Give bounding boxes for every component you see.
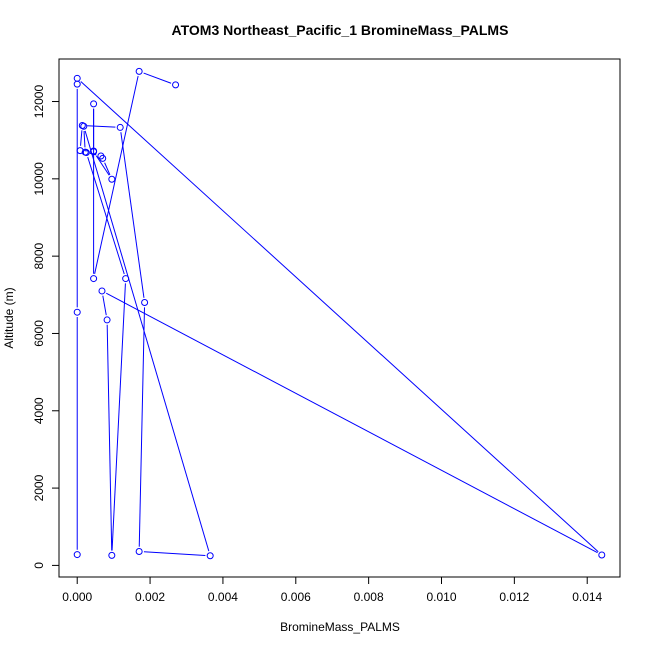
y-tick-label: 0 — [32, 562, 46, 569]
x-tick-label: 0.006 — [281, 590, 311, 604]
data-point — [135, 67, 143, 75]
data-point — [116, 123, 124, 131]
series-segment — [143, 551, 206, 556]
data-point — [90, 100, 98, 108]
x-axis: 0.000 0.002 0.004 0.006 0.008 0.010 0.012 0.014 — [62, 576, 603, 604]
series-segment — [94, 75, 139, 274]
series-segment — [143, 72, 172, 84]
x-tick-label: 0.004 — [208, 590, 238, 604]
data-point — [73, 80, 81, 88]
data-point — [206, 552, 214, 560]
x-tick-label: 0.008 — [354, 590, 384, 604]
x-axis-label: BromineMass_PALMS — [280, 620, 400, 634]
data-point — [108, 175, 116, 183]
series-segment — [104, 162, 111, 176]
data-point — [90, 275, 98, 283]
data-point — [141, 299, 149, 307]
series-segment — [105, 292, 598, 554]
series-segment — [120, 132, 145, 298]
y-axis: 0 2000 4000 6000 8000 10000 12000 — [32, 85, 60, 569]
data-point — [98, 287, 106, 295]
x-tick-label: 0.002 — [135, 590, 165, 604]
series-layer — [73, 67, 606, 560]
data-point — [172, 81, 180, 89]
y-tick-label: 12000 — [32, 85, 46, 119]
data-point — [103, 316, 111, 324]
data-point — [80, 122, 88, 130]
y-tick-label: 4000 — [32, 397, 46, 424]
y-tick-label: 8000 — [32, 242, 46, 269]
x-tick-label: 0.010 — [426, 590, 456, 604]
series-segment — [84, 130, 210, 552]
data-point — [73, 74, 81, 82]
data-point — [122, 275, 130, 283]
series-segment — [111, 283, 126, 551]
series-segment — [106, 324, 113, 551]
series-segment — [138, 307, 146, 547]
data-point — [73, 308, 81, 316]
y-axis-label: Altitude (m) — [2, 287, 16, 348]
data-point — [73, 551, 81, 559]
series-segment — [95, 155, 110, 176]
data-point — [598, 551, 606, 559]
data-point — [81, 148, 89, 156]
data-point — [135, 547, 143, 555]
x-tick-label: 0.012 — [499, 590, 529, 604]
series-segment — [80, 130, 83, 146]
series-segment — [102, 295, 107, 316]
x-tick-label: 0.014 — [572, 590, 602, 604]
series-segment — [83, 131, 86, 148]
x-tick-label: 0.000 — [62, 590, 92, 604]
data-point — [99, 154, 107, 162]
y-tick-label: 6000 — [32, 320, 46, 347]
data-point — [108, 551, 116, 559]
data-point — [76, 147, 84, 155]
series-segment — [80, 81, 599, 553]
series-segment — [87, 125, 116, 128]
chart-title: ATOM3 Northeast_Pacific_1 BromineMass_PA… — [172, 22, 509, 38]
y-tick-label: 2000 — [32, 474, 46, 501]
y-tick-label: 10000 — [32, 162, 46, 196]
plot-area — [58, 58, 621, 578]
data-point — [90, 148, 98, 156]
